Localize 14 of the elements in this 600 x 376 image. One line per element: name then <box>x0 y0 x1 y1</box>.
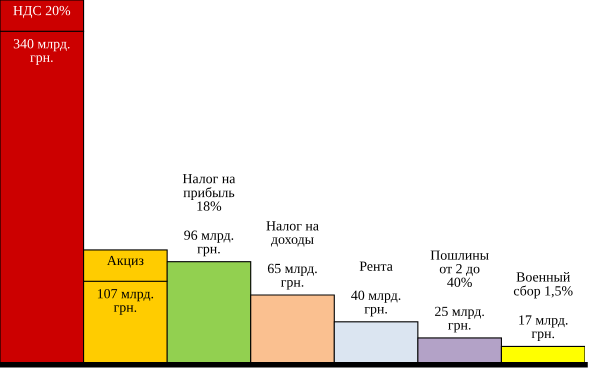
data-label: 340 млрд. грн. <box>14 39 70 65</box>
x-tick-label: Военный сбор 1,5% <box>514 272 573 298</box>
data-label: 25 млрд. грн. <box>435 306 484 332</box>
data-label: 17 млрд. грн. <box>519 315 568 342</box>
x-tick-label: Рента <box>360 262 393 271</box>
data-label: 40 млрд. грн. <box>351 290 400 316</box>
x-tick-label: Налог на прибыль 18% <box>182 174 236 211</box>
data-label: 65 млрд. грн. <box>268 264 317 290</box>
x-tick-label: Пошлины от 2 до 40% <box>430 250 489 287</box>
data-label: 107 млрд. грн. <box>98 289 154 315</box>
x-tick-label: Акциз <box>106 256 144 268</box>
x-tick-label: Налог на доходы <box>266 221 319 247</box>
data-label: 96 млрд. грн. <box>184 230 234 256</box>
x-tick-label: НДС 20% <box>13 6 70 18</box>
